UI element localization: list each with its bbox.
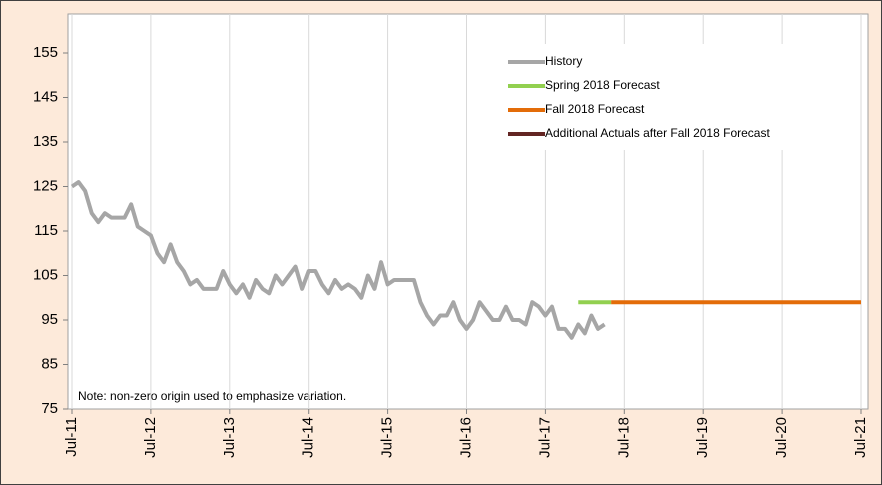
- legend-label: Spring 2018 Forecast: [545, 78, 660, 92]
- y-tick-label: 75: [41, 400, 58, 417]
- y-tick-label: 95: [41, 311, 58, 328]
- y-tick-label: 85: [41, 355, 58, 372]
- annotation: Note: non-zero origin used to emphasize …: [78, 389, 346, 403]
- y-tick-label: 125: [33, 177, 58, 194]
- x-tick-label: Jul-12: [142, 417, 159, 458]
- y-tick-label: 105: [33, 266, 58, 283]
- legend-label: Fall 2018 Forecast: [545, 102, 645, 116]
- x-tick-label: Jul-18: [615, 417, 632, 458]
- x-tick-label: Jul-14: [300, 417, 317, 458]
- legend-label: History: [545, 54, 582, 68]
- x-tick-label: Jul-17: [536, 417, 553, 458]
- x-tick-label: Jul-21: [852, 417, 869, 458]
- x-tick-label: Jul-15: [379, 417, 396, 458]
- x-tick-label: Jul-20: [773, 417, 790, 458]
- y-tick-label: 155: [33, 44, 58, 61]
- x-tick-label: Jul-16: [457, 417, 474, 458]
- x-tick-label: Jul-13: [221, 417, 238, 458]
- y-tick-label: 135: [33, 133, 58, 150]
- x-tick-label: Jul-11: [63, 417, 80, 457]
- series-line: [70, 180, 606, 340]
- legend-label: Additional Actuals after Fall 2018 Forec…: [545, 126, 770, 140]
- x-tick-label: Jul-19: [694, 417, 711, 458]
- y-tick-label: 115: [34, 222, 58, 239]
- y-tick-label: 145: [33, 88, 58, 105]
